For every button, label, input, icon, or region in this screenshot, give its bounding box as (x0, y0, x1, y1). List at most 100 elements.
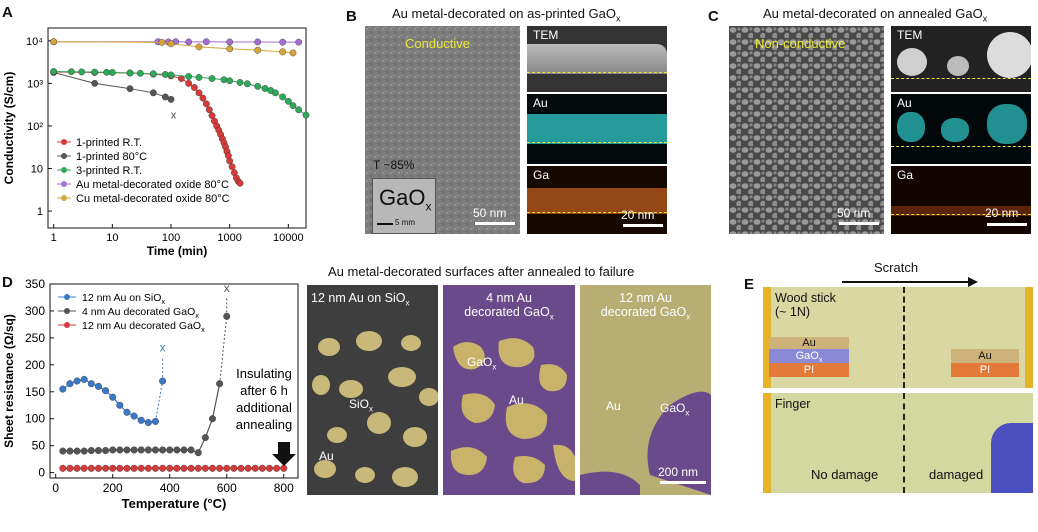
stack-pi-right: PI (951, 363, 1019, 377)
data-point (80, 447, 88, 455)
data-point (223, 312, 231, 320)
data-point (205, 106, 213, 114)
x-tick-label: 10000 (273, 232, 304, 244)
data-point (151, 417, 159, 425)
micro-label-1: 12 nm Au on SiOx (311, 291, 410, 308)
data-point (59, 447, 67, 455)
ga-interface-line (527, 212, 667, 213)
au-cluster (897, 112, 925, 142)
legend-marker (64, 308, 70, 314)
legend-label: 1-printed 80°C (76, 151, 147, 163)
y-tick-label: 0 (38, 466, 45, 480)
x-tick-label: 800 (274, 481, 294, 495)
sample-label: GaOx (379, 185, 432, 214)
legend-marker (61, 139, 67, 145)
panel-letter-e: E (744, 276, 755, 293)
layer-stack-left: Au GaOx PI (769, 337, 849, 377)
x-tick-label: 600 (217, 481, 237, 495)
data-point (228, 163, 236, 171)
data-point (137, 464, 145, 472)
data-point (254, 82, 262, 90)
data-point (149, 70, 157, 78)
tem-particle (987, 32, 1031, 78)
panel-letter-a: A (2, 4, 13, 21)
x-tick-label: 1 (51, 232, 57, 244)
panel-d-micro-title: Au metal-decorated surfaces after anneal… (328, 264, 635, 279)
data-point (73, 464, 81, 472)
chart-d-sheet-resistance: 0 200 400 600 800 0 50 100 150 200 250 300 350 Temper… (2, 277, 299, 511)
ga-interface-line-c (891, 214, 1031, 215)
legend-label: Cu metal-decorated oxide 80°C (76, 193, 230, 205)
y-tick-label: 10³ (27, 78, 43, 90)
data-point (201, 434, 209, 442)
stack-au: Au (769, 337, 849, 349)
y-tick-label: 10⁴ (26, 36, 43, 48)
photo-wood-stick: Wood stick (~ 1N) Au GaOx PI Au PI (763, 287, 1033, 388)
legend-marker (61, 167, 67, 173)
panel-b-title: Au metal-decorated on as-printed GaOx (392, 6, 621, 24)
data-point (302, 111, 310, 119)
data-point (194, 449, 202, 457)
tape-left-2 (763, 393, 771, 493)
micro-label-2: 4 nm Au decorated GaOx (464, 291, 554, 322)
gaox-label-micro-2: GaOx (467, 355, 497, 372)
legend-label: 4 nm Au decorated GaOx (82, 306, 199, 320)
tem-particle (947, 56, 969, 76)
data-point (66, 464, 74, 472)
data-point (144, 464, 152, 472)
tool-label-2: Finger (775, 397, 811, 411)
data-point (167, 40, 175, 48)
data-point (187, 446, 195, 454)
tem-label: TEM (533, 28, 559, 42)
data-point (289, 49, 297, 57)
annotation-line: after 6 h (240, 383, 288, 398)
data-point (116, 446, 124, 454)
data-point (159, 464, 167, 472)
data-point (185, 73, 193, 80)
data-point (102, 447, 110, 455)
data-point (279, 38, 287, 46)
eds-scale-label-c: 20 nm (985, 206, 1019, 220)
data-point (195, 89, 203, 97)
au-label-c: Au (897, 96, 912, 110)
panel-b-tem: TEM (527, 26, 667, 92)
data-point (137, 416, 145, 424)
legend-label: 3-printed R.T. (76, 165, 142, 177)
data-point (66, 447, 74, 455)
data-point (226, 45, 234, 53)
data-point (87, 380, 95, 388)
au-islands-siox (312, 331, 438, 487)
data-point (230, 464, 238, 472)
scratch-arrow (842, 277, 978, 287)
panel-letter-b: B (346, 8, 357, 25)
scale-label-50nm: 50 nm (473, 206, 507, 220)
data-point (73, 447, 81, 455)
legend-label: 1-printed R.T. (76, 137, 142, 149)
eds-scale-label: 20 nm (621, 208, 655, 222)
failure-marker: x (171, 109, 177, 121)
micro-scale-bar (660, 481, 706, 484)
data-point (102, 387, 110, 395)
data-point (149, 89, 157, 97)
data-point (136, 69, 144, 77)
siox-label: SiOx (349, 397, 374, 414)
data-point (202, 100, 210, 108)
ga-signal-c (891, 206, 1031, 216)
data-point (180, 446, 188, 454)
data-point (195, 43, 203, 51)
data-point (216, 464, 224, 472)
annotation-line: annealing (236, 417, 292, 432)
data-point (226, 38, 234, 46)
data-point (208, 75, 216, 82)
data-point (185, 38, 193, 46)
eds-scale-bar-c (987, 223, 1027, 226)
tem-label-c: TEM (897, 28, 923, 42)
micro-4nm-au-gaox: 4 nm Au decorated GaOx GaOx Au (443, 285, 575, 495)
stack-au-right: Au (951, 349, 1019, 363)
failure-marker: x (224, 281, 230, 295)
data-point (167, 71, 175, 79)
scale-bar (475, 222, 515, 225)
panel-c-sem-texture (729, 26, 884, 234)
data-point (109, 446, 117, 454)
legend-marker (61, 195, 67, 201)
